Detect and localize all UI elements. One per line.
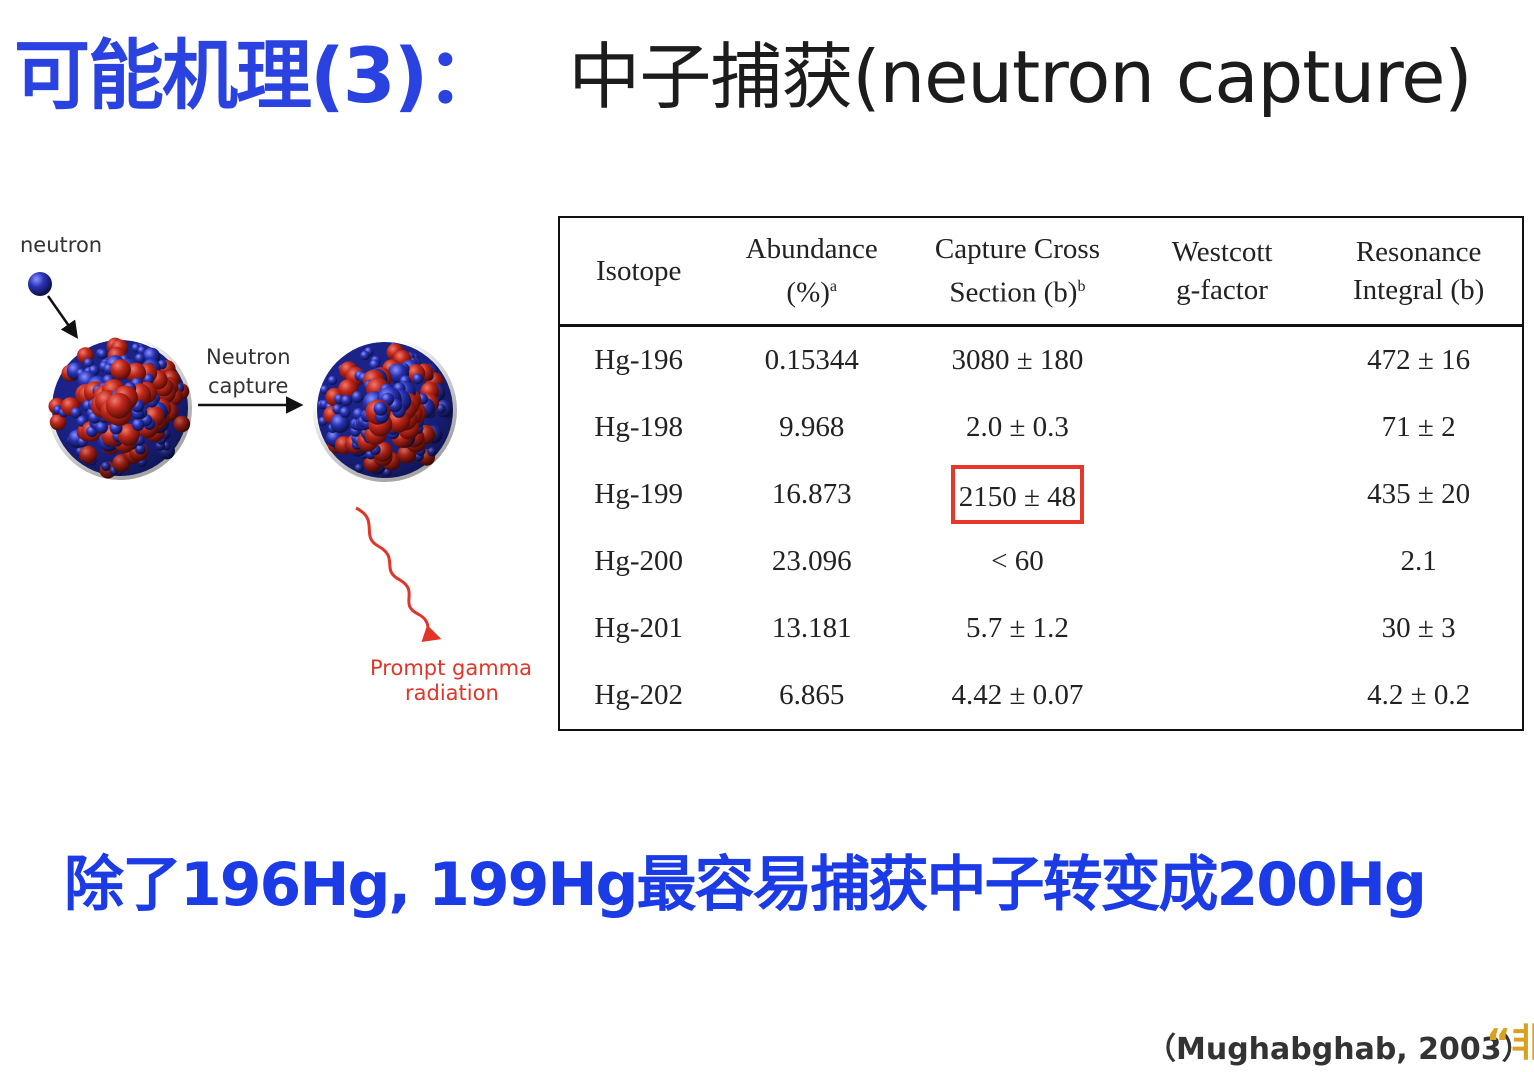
- cell-westcott: [1129, 461, 1315, 528]
- cell-isotope: Hg-202: [594, 679, 683, 711]
- cell-capture: 4.42 ± 0.07: [951, 679, 1084, 711]
- nucleus-shading: [48, 336, 192, 480]
- cell-capture: 2.0 ± 0.3: [965, 411, 1069, 443]
- cell-isotope: Hg-199: [594, 478, 683, 510]
- neutron-arrow: [46, 295, 79, 339]
- citation: （Mughabghab, 2003）: [1146, 1032, 1532, 1067]
- cell-abundance: 13.181: [771, 612, 852, 644]
- cell-resonance: 472 ± 16: [1367, 344, 1471, 376]
- title-neutron-capture: 中子捕获(neutron capture): [568, 35, 1472, 119]
- summary-text: 除了196Hg, 199Hg最容易捕获中子转变成200Hg: [64, 850, 1427, 920]
- cell-resonance: 2.1: [1400, 545, 1437, 577]
- cell-isotope: Hg-200: [594, 545, 683, 577]
- neutron-label: neutron: [20, 233, 103, 257]
- table-row: Hg-196 0.15344 3080 ± 180 472 ± 16: [559, 326, 1523, 395]
- cell-isotope: Hg-198: [594, 411, 683, 443]
- cell-abundance: 0.15344: [764, 344, 859, 376]
- table-row: Hg-200 23.096 < 60 2.1: [559, 528, 1523, 595]
- cell-abundance: 9.968: [779, 411, 845, 443]
- title-mechanism: 可能机理(3)：: [14, 31, 502, 120]
- cell-capture: 5.7 ± 1.2: [965, 612, 1069, 644]
- capture-label-line1: Neutron: [206, 345, 291, 369]
- cell-westcott: [1129, 326, 1315, 395]
- slide-title: 可能机理(3)： 中子捕获(neutron capture): [14, 14, 1473, 124]
- table-row: Hg-199 16.873 2150 ± 48 435 ± 20: [559, 461, 1523, 528]
- header-isotope: Isotope: [559, 217, 718, 327]
- cell-westcott: [1129, 394, 1315, 461]
- header-abundance: Abundance (%)a: [717, 217, 906, 327]
- isotope-table: Isotope Abundance (%)a Capture Cross Secti…: [558, 216, 1524, 731]
- header-resonance: Resonance Integral (b): [1315, 217, 1523, 327]
- header-capture-cross-section: Capture Cross Section (b)b: [906, 217, 1129, 327]
- cell-resonance: 30 ± 3: [1381, 612, 1456, 644]
- corner-watermark: “非: [1486, 1021, 1534, 1065]
- cell-capture: 3080 ± 180: [951, 344, 1084, 376]
- table-header-row: Isotope Abundance (%)a Capture Cross Secti…: [559, 217, 1523, 327]
- neutron-capture-illustration: [28, 272, 457, 642]
- compound-nucleus: [313, 338, 457, 482]
- cell-resonance: 435 ± 20: [1367, 478, 1471, 510]
- cell-westcott: [1129, 528, 1315, 595]
- gamma-label-line1: Prompt gamma: [370, 656, 532, 680]
- cell-abundance: 6.865: [779, 679, 845, 711]
- capture-label-line2: capture: [208, 374, 289, 398]
- cell-westcott: [1129, 595, 1315, 662]
- gamma-label-line2: radiation: [405, 681, 499, 705]
- nucleus-shading: [313, 338, 457, 482]
- cell-isotope: Hg-196: [594, 344, 683, 376]
- target-nucleus: [48, 336, 192, 480]
- cell-westcott: [1129, 662, 1315, 730]
- table-row: Hg-201 13.181 5.7 ± 1.2 30 ± 3: [559, 595, 1523, 662]
- table-row: Hg-198 9.968 2.0 ± 0.3 71 ± 2: [559, 394, 1523, 461]
- header-westcott: Westcott g-factor: [1128, 217, 1316, 327]
- neutron-capture-diagram: neutron Neutron capture Prompt gamma rad…: [0, 220, 550, 720]
- gamma-ray-arrow: [355, 506, 442, 642]
- highlight-box: 2150 ± 48: [950, 465, 1085, 524]
- cell-resonance: 4.2 ± 0.2: [1367, 679, 1471, 711]
- cell-isotope: Hg-201: [594, 612, 683, 644]
- free-neutron-ball: [28, 272, 52, 296]
- cell-capture: < 60: [991, 545, 1044, 577]
- cell-abundance: 16.873: [771, 478, 852, 510]
- table-row: Hg-202 6.865 4.42 ± 0.07 4.2 ± 0.2: [559, 662, 1523, 730]
- cell-resonance: 71 ± 2: [1381, 411, 1456, 443]
- cell-capture-highlighted: 2150 ± 48: [906, 461, 1129, 528]
- cell-abundance: 23.096: [771, 545, 852, 577]
